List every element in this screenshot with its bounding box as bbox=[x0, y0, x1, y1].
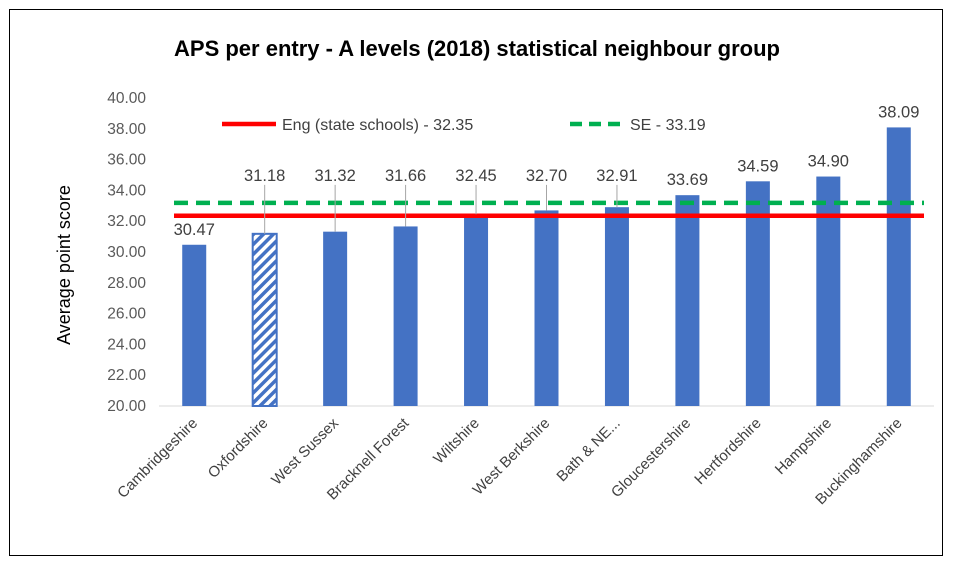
x-tick-label: West Sussex bbox=[268, 414, 342, 488]
legend-label: SE - 33.19 bbox=[630, 117, 706, 134]
legend-label: Eng (state schools) - 32.35 bbox=[282, 117, 473, 134]
y-tick-label: 40.00 bbox=[107, 90, 146, 107]
y-tick-label: 32.00 bbox=[107, 213, 146, 230]
x-tick-label: Bath & NE... bbox=[553, 415, 623, 485]
y-tick-label: 36.00 bbox=[107, 152, 146, 169]
y-tick-label: 22.00 bbox=[107, 367, 146, 384]
data-label: 32.45 bbox=[455, 167, 496, 185]
reference-lines bbox=[174, 200, 924, 219]
y-axis-label: Average point score bbox=[54, 185, 74, 345]
bar-west-sussex bbox=[323, 231, 348, 406]
data-label: 34.90 bbox=[808, 153, 849, 171]
y-tick-label: 24.00 bbox=[107, 336, 146, 353]
bars bbox=[182, 127, 911, 407]
bar-gloucestershire bbox=[675, 195, 700, 406]
bar-hertfordshire bbox=[745, 181, 770, 406]
y-tick-label: 30.00 bbox=[107, 244, 146, 261]
y-tick-label: 26.00 bbox=[107, 306, 146, 323]
data-label: 31.32 bbox=[314, 167, 355, 185]
bar-hampshire bbox=[816, 176, 841, 406]
x-tick-label: Hertfordshire bbox=[691, 415, 764, 488]
label-leaders bbox=[264, 184, 618, 234]
y-tick-label: 34.00 bbox=[107, 182, 146, 199]
data-label: 33.69 bbox=[667, 171, 708, 189]
y-tick-label: 38.00 bbox=[107, 121, 146, 138]
data-label: 32.91 bbox=[596, 167, 637, 185]
data-label: 30.47 bbox=[174, 221, 215, 239]
bar-oxfordshire bbox=[251, 232, 278, 407]
y-tick-label: 20.00 bbox=[107, 398, 146, 415]
bar-west-berkshire bbox=[534, 210, 559, 406]
bar-bath-ne bbox=[604, 207, 629, 406]
data-label: 32.70 bbox=[526, 167, 567, 185]
bar-chart: APS per entry - A levels (2018) statisti… bbox=[54, 36, 934, 508]
bar-wiltshire bbox=[464, 214, 489, 406]
bar-cambridgeshire bbox=[182, 244, 207, 406]
legend: Eng (state schools) - 32.35 SE - 33.19 bbox=[222, 117, 706, 134]
x-tick-label: Wiltshire bbox=[430, 415, 483, 468]
chart-title: APS per entry - A levels (2018) statisti… bbox=[174, 36, 780, 61]
x-tick-label: Oxfordshire bbox=[205, 415, 272, 482]
data-label: 31.66 bbox=[385, 167, 426, 185]
data-labels: 30.47 31.18 31.32 31.66 32.45 32.70 32.91 33.69… bbox=[174, 103, 920, 238]
bar-bracknell-forest bbox=[393, 226, 418, 406]
data-label: 31.18 bbox=[244, 167, 285, 185]
x-tick-label: Cambridgeshire bbox=[114, 415, 201, 502]
chart-frame: APS per entry - A levels (2018) statisti… bbox=[9, 9, 943, 556]
x-tick-label: Hampshire bbox=[772, 415, 835, 478]
data-label: 38.09 bbox=[878, 103, 919, 121]
data-label: 34.59 bbox=[737, 157, 778, 175]
bar-buckinghamshire bbox=[886, 127, 911, 406]
y-tick-label: 28.00 bbox=[107, 275, 146, 292]
